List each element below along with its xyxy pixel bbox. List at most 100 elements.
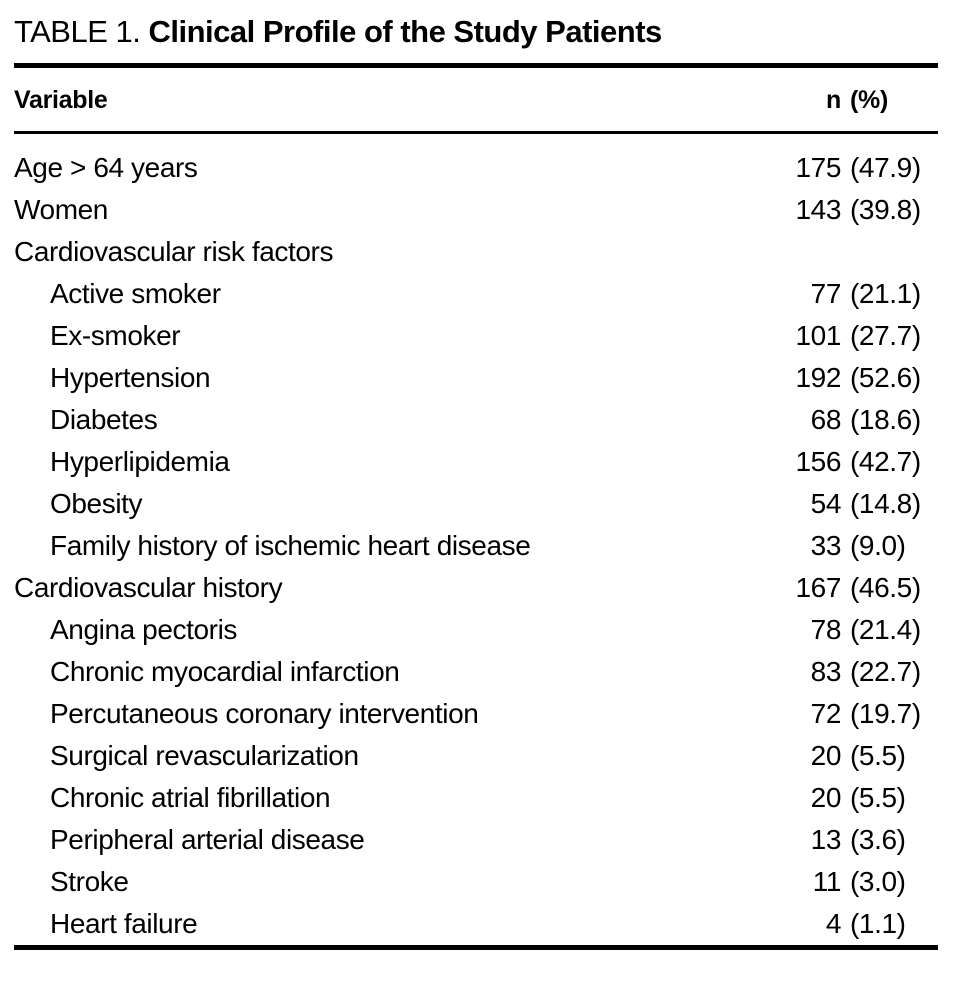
row-n-value: 77: [810, 278, 842, 309]
row-label: Stroke: [50, 866, 129, 897]
row-value: 156 (42.7): [779, 441, 938, 483]
row-label: Obesity: [50, 488, 143, 519]
row-label: Chronic myocardial infarction: [50, 656, 400, 687]
table-row: Percutaneous coronary intervention 72 (19.…: [14, 693, 938, 735]
row-value: 101 (27.7): [779, 315, 938, 357]
row-percent-value: (42.7): [850, 446, 921, 477]
header-rule: [14, 131, 938, 134]
row-n-value: 54: [810, 488, 842, 519]
row-percent-value: (21.1): [850, 278, 921, 309]
row-value: 78 (21.4): [779, 609, 938, 651]
table-row: Age > 64 years 175 (47.9): [14, 147, 938, 189]
table-row: Chronic myocardial infarction 83 (22.7): [14, 651, 938, 693]
row-label: Women: [14, 194, 108, 225]
row-label: Family history of ischemic heart disease: [50, 530, 531, 561]
row-label: Active smoker: [50, 278, 221, 309]
row-label: Angina pectoris: [50, 614, 238, 645]
row-n-value: 156: [795, 446, 841, 477]
table-row: Hyperlipidemia 156 (42.7): [14, 441, 938, 483]
table-title: TABLE 1. Clinical Profile of the Study P…: [14, 14, 938, 50]
row-percent-value: (19.7): [850, 698, 921, 729]
row-value: 175 (47.9): [779, 147, 938, 189]
row-percent-value: (1.1): [850, 908, 906, 939]
row-n-value: 20: [810, 782, 842, 813]
table-row: Ex-smoker 101 (27.7): [14, 315, 938, 357]
row-label: Surgical revascularization: [50, 740, 359, 771]
row-percent-value: (14.8): [850, 488, 921, 519]
table-row: Cardiovascular risk factors: [14, 231, 938, 273]
table-row: Chronic atrial fibrillation 20 (5.5): [14, 777, 938, 819]
row-n-value: 68: [810, 404, 842, 435]
row-n-value: 83: [810, 656, 842, 687]
row-n-value: 20: [810, 740, 842, 771]
row-value: 20 (5.5): [779, 735, 938, 777]
row-value: 4 (1.1): [779, 903, 938, 945]
row-label: Age > 64 years: [14, 152, 198, 183]
row-n-value: 33: [810, 530, 842, 561]
table-row: Surgical revascularization 20 (5.5): [14, 735, 938, 777]
row-percent-value: (9.0): [850, 530, 906, 561]
table-row: Obesity 54 (14.8): [14, 483, 938, 525]
column-header-n: n: [826, 86, 841, 114]
row-n-value: 167: [795, 572, 841, 603]
table-number: TABLE 1.: [14, 14, 141, 49]
row-value: 33 (9.0): [779, 525, 938, 567]
row-label: Peripheral arterial disease: [50, 824, 365, 855]
row-n-value: 143: [795, 194, 841, 225]
row-percent-value: (39.8): [850, 194, 921, 225]
row-value: 11 (3.0): [779, 861, 938, 903]
table-caption: Clinical Profile of the Study Patients: [148, 14, 663, 49]
row-n-value: 4: [825, 908, 842, 939]
row-value: 77 (21.1): [779, 273, 938, 315]
row-value: 143 (39.8): [779, 189, 938, 231]
table-row: Diabetes 68 (18.6): [14, 399, 938, 441]
row-percent-value: (3.6): [850, 824, 906, 855]
row-percent-value: (52.6): [850, 362, 921, 393]
row-value: 192 (52.6): [779, 357, 938, 399]
table-row: Hypertension 192 (52.6): [14, 357, 938, 399]
table-row: Peripheral arterial disease 13 (3.6): [14, 819, 938, 861]
row-n-value: 78: [810, 614, 842, 645]
table-header-row: Variable n (%): [14, 85, 938, 115]
row-label: Percutaneous coronary intervention: [50, 698, 479, 729]
row-label: Cardiovascular risk factors: [14, 236, 334, 267]
row-label: Hyperlipidemia: [50, 446, 230, 477]
row-value: 20 (5.5): [779, 777, 938, 819]
table-row: Active smoker 77 (21.1): [14, 273, 938, 315]
row-value: 13 (3.6): [779, 819, 938, 861]
row-percent-value: (18.6): [850, 404, 921, 435]
row-value: 54 (14.8): [779, 483, 938, 525]
table-row: Family history of ischemic heart disease…: [14, 525, 938, 567]
table-row: Heart failure 4 (1.1): [14, 903, 938, 945]
row-n-value: 192: [795, 362, 841, 393]
table-row: Cardiovascular history 167 (46.5): [14, 567, 938, 609]
row-value: 83 (22.7): [779, 651, 938, 693]
row-label: Heart failure: [50, 908, 198, 939]
row-label: Cardiovascular history: [14, 572, 283, 603]
row-label: Diabetes: [50, 404, 158, 435]
table-row: Women 143 (39.8): [14, 189, 938, 231]
row-percent-value: (46.5): [850, 572, 921, 603]
table-row: Angina pectoris 78 (21.4): [14, 609, 938, 651]
row-value: 72 (19.7): [779, 693, 938, 735]
row-n-value: 175: [795, 152, 841, 183]
row-percent-value: (21.4): [850, 614, 921, 645]
table-row: Stroke 11 (3.0): [14, 861, 938, 903]
column-header-pct: (%): [850, 86, 888, 114]
row-percent-value: (27.7): [850, 320, 921, 351]
row-label: Chronic atrial fibrillation: [50, 782, 331, 813]
row-percent-value: (5.5): [850, 740, 906, 771]
row-n-value: 13: [810, 824, 842, 855]
row-value: 167 (46.5): [779, 567, 938, 609]
column-header-variable: Variable: [14, 86, 108, 114]
row-percent-value: (5.5): [850, 782, 906, 813]
row-n-value: 72: [810, 698, 842, 729]
row-percent-value: (47.9): [850, 152, 921, 183]
row-value: 68 (18.6): [779, 399, 938, 441]
row-label: Hypertension: [50, 362, 211, 393]
bottom-rule: [14, 945, 938, 950]
table-body: Age > 64 years 175 (47.9) Women 143 (39.8) Car…: [14, 147, 938, 945]
row-label: Ex-smoker: [50, 320, 181, 351]
row-n-value: 11: [812, 866, 842, 897]
